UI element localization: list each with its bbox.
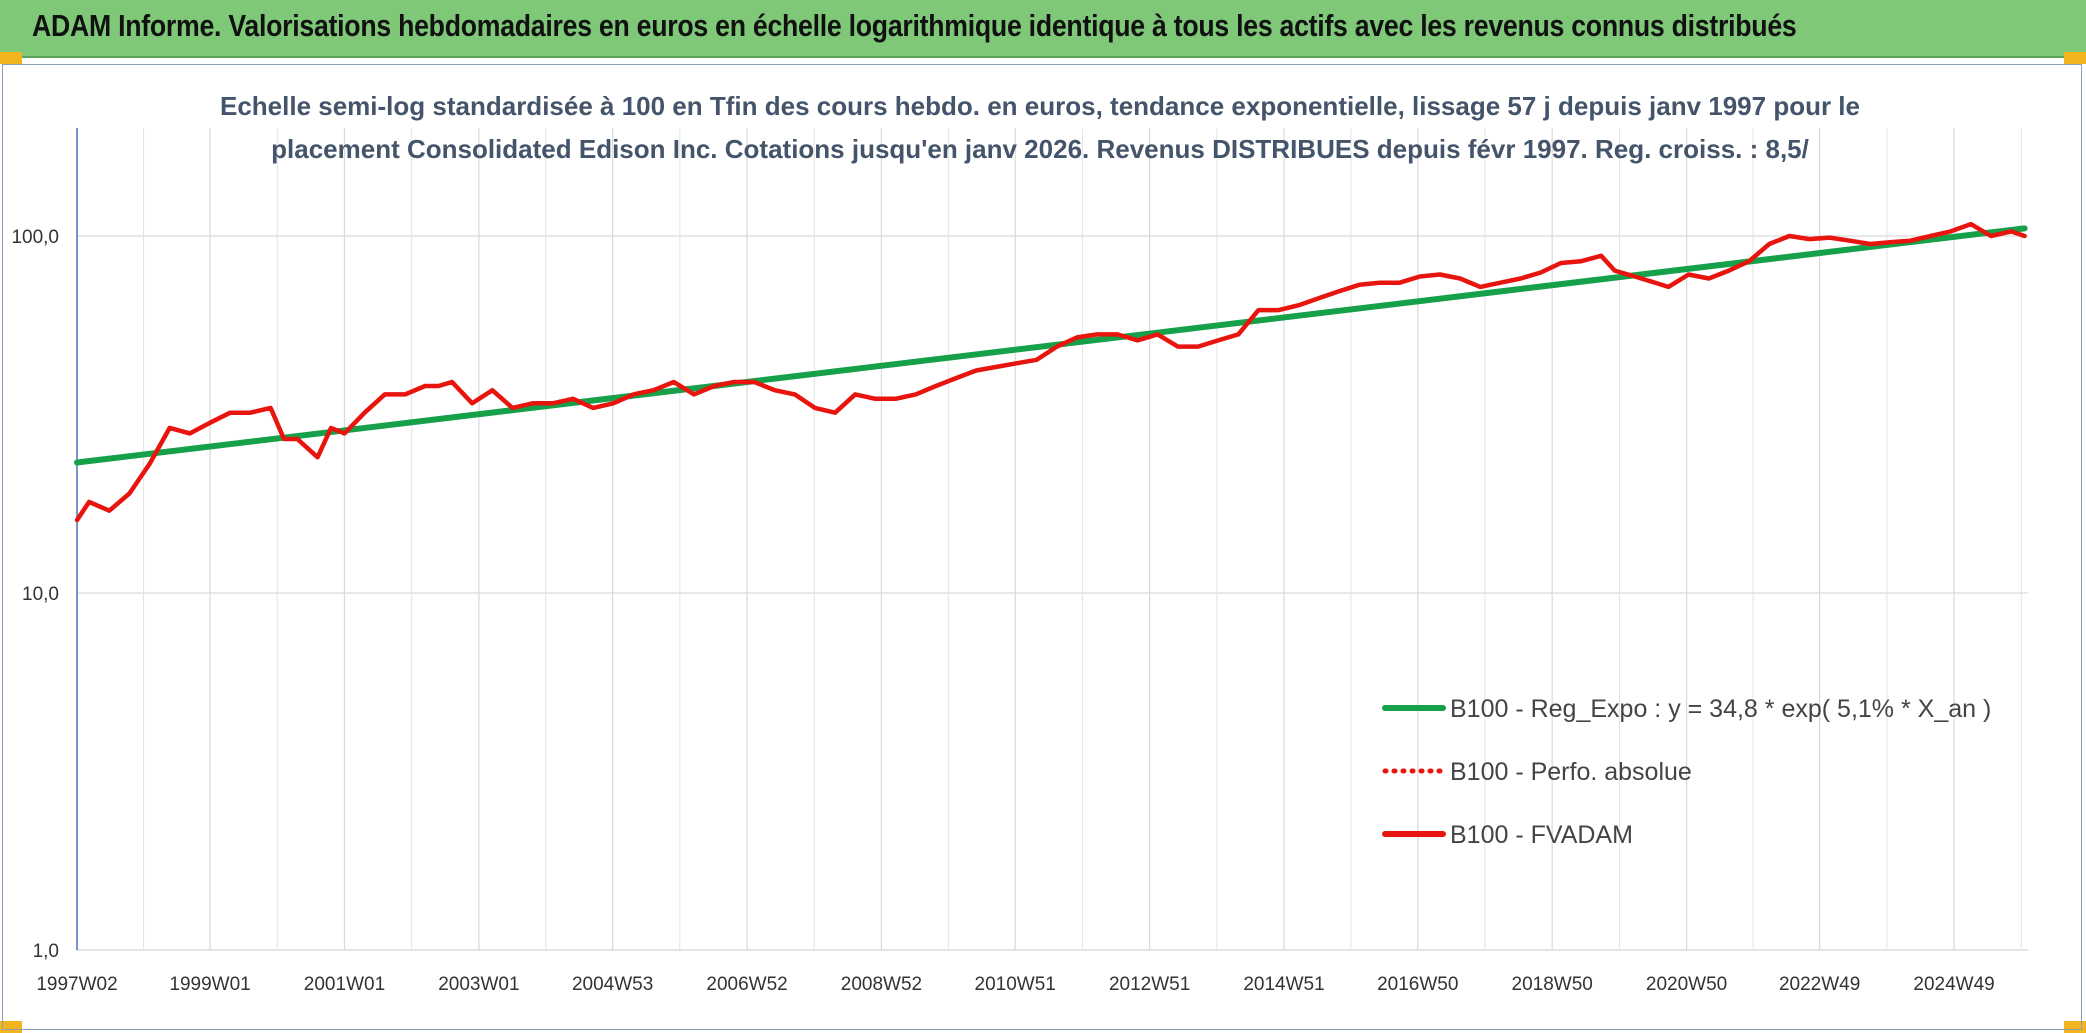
- gridlines: [77, 128, 2028, 951]
- report-title: ADAM Informe. Valorisations hebdomadaire…: [32, 8, 1797, 43]
- fvadam-line-series: [74, 221, 2027, 523]
- x-tick-label: 2024W49: [1913, 974, 1994, 995]
- x-tick-labels: 1997W02 1999W01 2001W01 2003W01 2004W53 2006W…: [36, 974, 1994, 995]
- chart-subtitle-line-1: Echelle semi-log standardisée à 100 en T…: [220, 91, 1860, 121]
- x-tick-label: 2010W51: [975, 974, 1056, 995]
- y-tick-labels: 1,0 10,0 100,0: [11, 227, 59, 962]
- x-tick-label: 2018W50: [1512, 974, 1593, 995]
- corner-marker-bottom-left: [0, 1021, 22, 1033]
- chart-subtitle-line-2: placement Consolidated Edison Inc. Cotat…: [271, 134, 1809, 164]
- x-tick-label: 2016W50: [1377, 974, 1458, 995]
- data-series: [74, 221, 2028, 523]
- corner-marker-bottom-right: [2064, 1021, 2086, 1033]
- legend: B100 - Reg_Expo : y = 34,8 * exp( 5,1% *…: [1382, 695, 1991, 849]
- x-tick-label: 2012W51: [1109, 974, 1190, 995]
- x-tick-label: 2014W51: [1243, 974, 1324, 995]
- legend-label: B100 - Perfo. absolue: [1450, 758, 1692, 786]
- x-tick-label: 1999W01: [169, 974, 250, 995]
- corner-marker-left: [0, 52, 22, 64]
- y-tick-label: 1,0: [33, 941, 59, 962]
- x-tick-label: 2001W01: [304, 974, 385, 995]
- corner-marker-right: [2064, 52, 2086, 64]
- legend-label: B100 - Reg_Expo : y = 34,8 * exp( 5,1% *…: [1450, 695, 1991, 723]
- chart-frame: [2, 64, 2082, 1030]
- x-tick-label: 2020W50: [1646, 974, 1727, 995]
- legend-label: B100 - FVADAM: [1450, 821, 1633, 849]
- x-tick-label: 2006W52: [706, 974, 787, 995]
- x-tick-label: 2004W53: [572, 974, 653, 995]
- trend-line-series: [74, 225, 2028, 466]
- y-tick-label: 10,0: [22, 584, 59, 605]
- x-tick-label: 2008W52: [841, 974, 922, 995]
- x-tick-label: 2022W49: [1779, 974, 1860, 995]
- y-tick-label: 100,0: [11, 227, 59, 248]
- report-banner: ADAM Informe. Valorisations hebdomadaire…: [0, 0, 2086, 58]
- x-tick-label: 2003W01: [438, 974, 519, 995]
- x-tick-label: 1997W02: [36, 974, 117, 995]
